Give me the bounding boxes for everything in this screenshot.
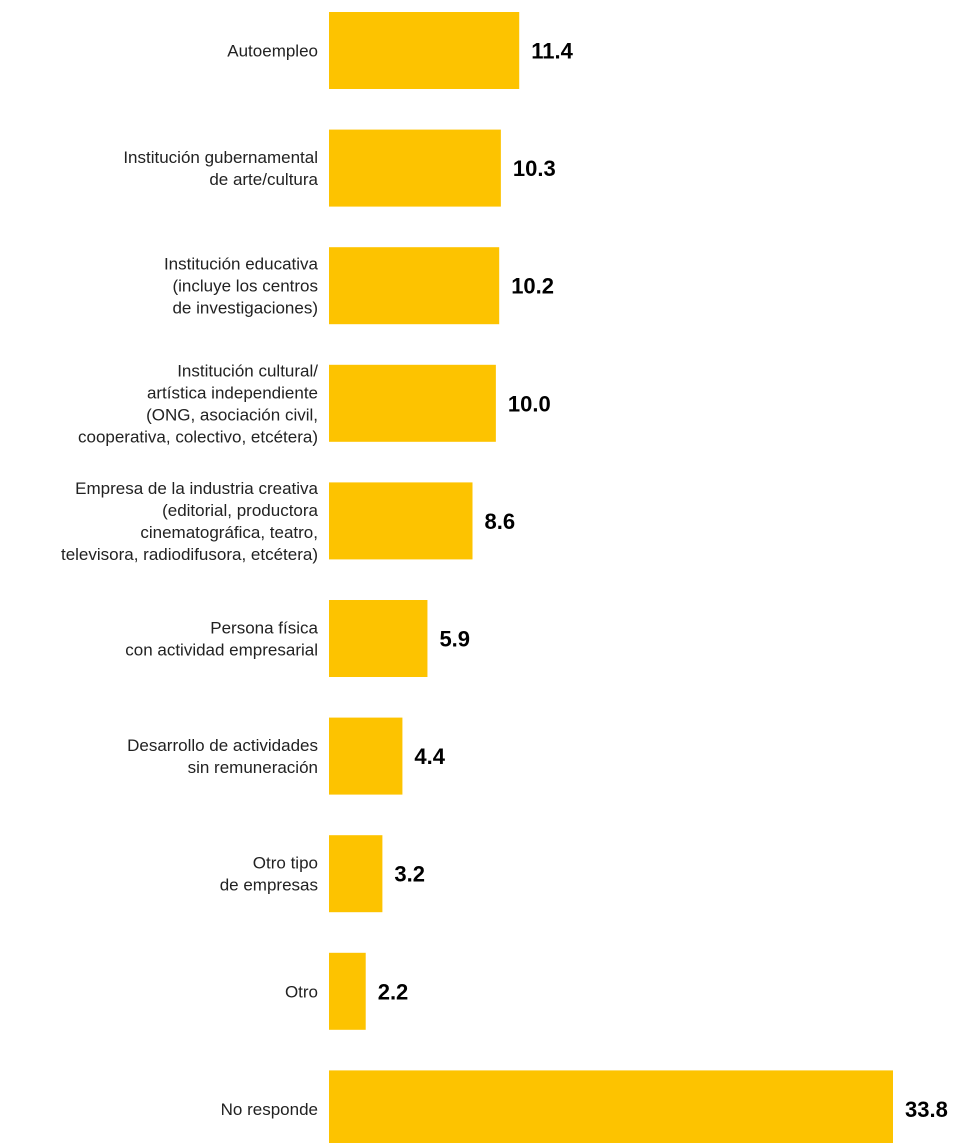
category-label-line: Institución cultural/ — [177, 361, 318, 380]
category-label-line: Autoempleo — [227, 42, 318, 61]
value-label: 5.9 — [439, 627, 470, 652]
value-label: 10.3 — [513, 156, 556, 181]
category-label-line: Otro — [285, 982, 318, 1001]
category-label: Institución gubernamental de arte/cultura — [123, 148, 318, 189]
value-label: 10.2 — [511, 274, 554, 299]
category-label-line: Empresa de la industria creativa — [75, 479, 318, 498]
category-label-line: de investigaciones) — [172, 299, 318, 318]
bar — [329, 247, 500, 325]
value-labels-group: 11.4 10.3 10.2 10.0 8.6 5.9 4.4 3.2 2.2 33.8 — [378, 39, 948, 1122]
category-label: Otro tipo de empresas — [220, 854, 318, 895]
bar — [329, 12, 520, 89]
value-label: 33.8 — [905, 1097, 948, 1122]
category-label-line: de empresas — [220, 876, 318, 895]
category-label-line: (ONG, asociación civil, — [146, 405, 318, 424]
category-label: Persona física con actividad empresarial — [125, 619, 318, 660]
bar — [329, 835, 383, 913]
category-label-line: cinematográfica, teatro, — [140, 523, 318, 542]
category-label-line: Institución educativa — [164, 255, 319, 274]
category-label: No responde — [221, 1100, 318, 1119]
bar — [329, 364, 496, 442]
category-label: Desarrollo de actividades sin remuneració… — [127, 736, 318, 777]
value-label: 4.4 — [414, 744, 445, 769]
category-label: Autoempleo — [227, 42, 318, 61]
category-label: Empresa de la industria creativa (editori… — [61, 479, 319, 564]
category-labels-group: Autoempleo Institución gubernamental de ar… — [61, 42, 319, 1119]
value-label: 10.0 — [508, 391, 551, 416]
category-label-line: Institución gubernamental — [123, 148, 318, 167]
bar — [329, 482, 473, 560]
bar — [329, 1070, 893, 1143]
category-label-line: (editorial, productora — [162, 501, 318, 520]
category-label-line: Desarrollo de actividades — [127, 736, 318, 755]
category-label-line: sin remuneración — [188, 758, 318, 777]
bar — [329, 717, 403, 795]
category-label-line: televisora, radiodifusora, etcétera) — [61, 545, 318, 564]
bar — [329, 600, 428, 677]
bar — [329, 952, 366, 1030]
category-label-line: cooperativa, colectivo, etcétera) — [78, 427, 318, 446]
bars-group — [329, 12, 893, 1143]
category-label-line: con actividad empresarial — [125, 641, 318, 660]
category-label: Institución cultural/artística independi… — [78, 361, 318, 446]
value-label: 8.6 — [485, 509, 516, 534]
category-label: Institución educativa (incluye los centro… — [164, 255, 319, 318]
category-label-line: de arte/cultura — [209, 170, 318, 189]
category-label-line: artística independiente — [147, 383, 318, 402]
category-label-line: Otro tipo — [253, 854, 318, 873]
category-label-line: No responde — [221, 1100, 318, 1119]
value-label: 11.4 — [531, 39, 573, 64]
value-label: 2.2 — [378, 979, 409, 1004]
value-label: 3.2 — [394, 862, 425, 887]
category-label: Otro — [285, 982, 318, 1001]
bar — [329, 129, 501, 207]
category-label-line: Persona física — [210, 619, 318, 638]
category-label-line: (incluye los centros — [172, 277, 318, 296]
